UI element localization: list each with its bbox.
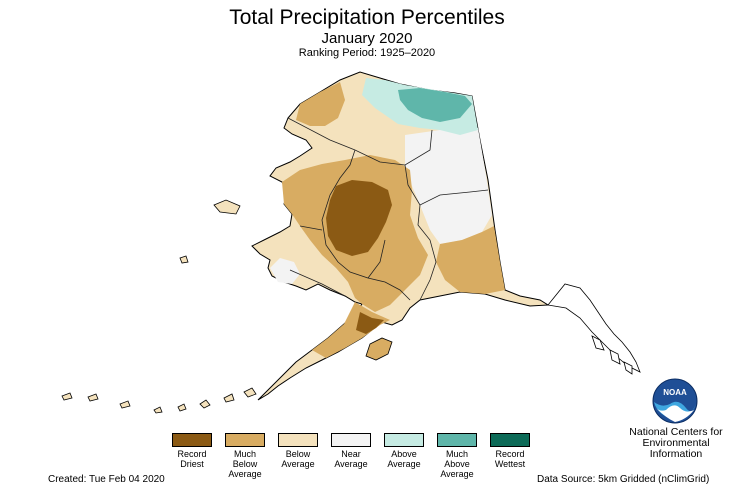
legend-swatch xyxy=(384,433,424,447)
ranking-period: Ranking Period: 1925–2020 xyxy=(298,47,436,59)
noaa-logo-text: NOAA xyxy=(663,388,687,397)
legend-item-much-below-average: Much Below Average xyxy=(225,433,265,479)
legend-swatch xyxy=(278,433,318,447)
region-much-below-average-east xyxy=(436,226,505,294)
noaa-logo-icon: NOAA xyxy=(652,378,698,424)
region-near-average-southwest xyxy=(270,258,300,284)
legend-label: Record Driest xyxy=(177,449,207,469)
legend-label: Record Wettest xyxy=(494,449,526,469)
island-chain xyxy=(61,199,257,414)
legend-item-below-average: Below Average xyxy=(278,433,318,469)
legend-item-record-wettest: Record Wettest xyxy=(490,433,530,469)
legend-item-much-above-average: Much Above Average xyxy=(437,433,477,479)
map-title: Total Precipitation Percentiles xyxy=(229,6,505,29)
climate-division-lines xyxy=(287,117,489,301)
legend-swatch xyxy=(331,433,371,447)
legend-swatch xyxy=(437,433,477,447)
organization-name: National Centers for Environmental Infor… xyxy=(629,426,723,460)
legend-label: Below Average xyxy=(281,449,315,469)
legend-item-above-average: Above Average xyxy=(384,433,424,469)
region-record-driest-cook-inlet xyxy=(356,312,384,334)
legend-swatch xyxy=(172,433,212,447)
region-much-below-average-north xyxy=(296,82,345,126)
southeast-panhandle xyxy=(547,283,641,375)
region-near-average-northeast xyxy=(405,128,492,244)
kodiak-island xyxy=(365,337,393,361)
legend: Record Driest Much Below Average Below A… xyxy=(172,433,532,479)
created-date: Created: Tue Feb 04 2020 xyxy=(48,474,165,485)
legend-swatch xyxy=(225,433,265,447)
legend-label: Near Average xyxy=(334,449,368,469)
legend-item-near-average: Near Average xyxy=(331,433,371,469)
legend-item-record-driest: Record Driest xyxy=(172,433,212,469)
region-much-above-average xyxy=(398,88,472,122)
region-record-driest xyxy=(326,180,392,256)
legend-swatch xyxy=(490,433,530,447)
alaska-map xyxy=(61,71,641,414)
map-subtitle: January 2020 xyxy=(321,30,413,47)
data-source: Data Source: 5km Gridded (nClimGrid) xyxy=(537,474,710,485)
legend-label: Much Above Average xyxy=(440,449,474,479)
legend-label: Much Below Average xyxy=(228,449,262,479)
region-much-below-average-peninsula xyxy=(312,302,390,358)
legend-label: Above Average xyxy=(387,449,421,469)
